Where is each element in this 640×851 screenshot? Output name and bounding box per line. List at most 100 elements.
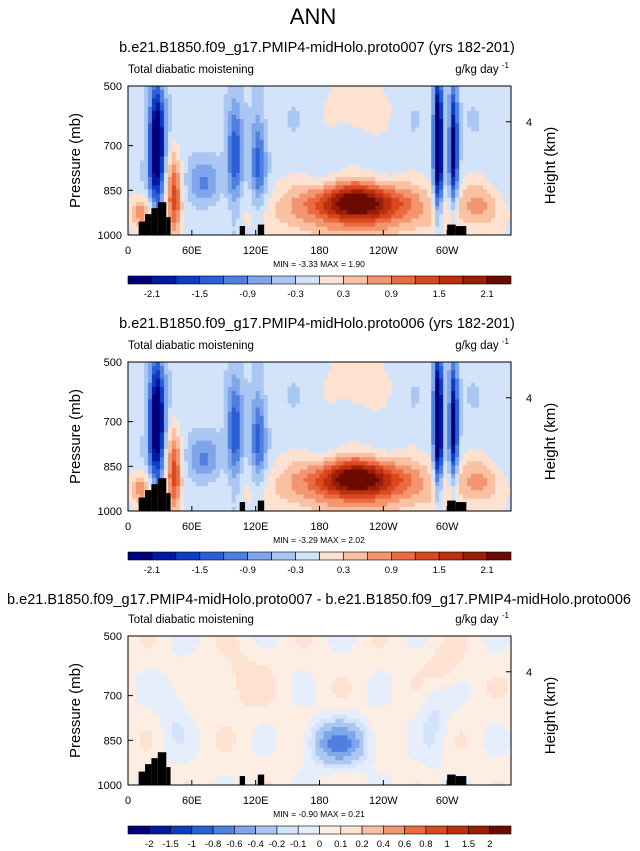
contour-cell xyxy=(375,139,380,145)
contour-cell xyxy=(131,382,137,388)
contour-cell xyxy=(315,90,321,95)
contour-cell xyxy=(483,201,488,207)
contour-cell xyxy=(131,123,137,128)
contour-cell xyxy=(211,366,217,371)
contour-cell xyxy=(295,382,301,388)
topography-block xyxy=(239,226,246,235)
contour-cell xyxy=(263,403,269,409)
contour-cell xyxy=(495,197,500,203)
contour-cell xyxy=(135,110,141,116)
contour-cell xyxy=(171,172,177,178)
contour-cell xyxy=(163,123,169,128)
contour-cell xyxy=(427,403,432,409)
contour-cell xyxy=(279,415,285,421)
contour-cell xyxy=(199,164,205,170)
contour-cell xyxy=(495,201,500,207)
contour-cell xyxy=(339,193,345,199)
contour-cell xyxy=(287,114,293,120)
contour-cell xyxy=(399,415,404,421)
contour-cell xyxy=(171,131,177,137)
contour-cell xyxy=(128,390,133,396)
contour-cell xyxy=(135,86,141,91)
contour-cell xyxy=(327,152,333,157)
contour-cell xyxy=(279,222,285,228)
contour-cell xyxy=(431,102,436,108)
contour-cell xyxy=(475,206,480,211)
contour-cell xyxy=(199,210,205,215)
contour-cell xyxy=(407,156,412,162)
contour-cell xyxy=(239,403,245,409)
contour-cell xyxy=(267,362,273,367)
contour-cell xyxy=(295,366,301,371)
contour-cell xyxy=(219,386,225,392)
contour-cell xyxy=(471,378,476,384)
contour-cell xyxy=(143,90,149,95)
contour-cell xyxy=(275,98,281,104)
contour-cell xyxy=(331,168,337,174)
contour-cell xyxy=(275,94,281,100)
contour-cell xyxy=(383,110,388,116)
contour-cell xyxy=(419,366,424,371)
contour-cell xyxy=(411,143,416,149)
contour-cell xyxy=(467,206,472,211)
contour-cell xyxy=(371,135,376,141)
contour-cell xyxy=(423,181,428,186)
contour-cell xyxy=(455,177,460,182)
contour-cell xyxy=(207,378,213,384)
contour-cell xyxy=(459,370,464,376)
contour-cell xyxy=(131,135,137,141)
contour-cell xyxy=(403,185,408,191)
contour-cell xyxy=(135,139,141,145)
contour-cell xyxy=(307,189,313,195)
contour-cell xyxy=(295,230,301,236)
contour-cell xyxy=(263,189,269,195)
contour-cell xyxy=(275,201,281,207)
contour-cell xyxy=(303,106,309,112)
contour-cell xyxy=(455,119,460,124)
contour-cell xyxy=(163,168,169,174)
contour-cell xyxy=(279,160,285,166)
contour-cell xyxy=(163,135,169,141)
contour-cell xyxy=(399,148,404,153)
contour-cell xyxy=(239,222,245,228)
contour-cell xyxy=(367,214,372,220)
contour-cell xyxy=(207,181,213,186)
contour-cell xyxy=(355,193,360,199)
contour-cell xyxy=(447,403,452,409)
contour-cell xyxy=(251,407,257,413)
contour-cell xyxy=(343,206,349,211)
contour-cell xyxy=(491,214,496,220)
contour-cell xyxy=(459,119,464,124)
contour-cell xyxy=(455,189,460,195)
contour-cell xyxy=(283,106,289,112)
contour-cell xyxy=(319,164,325,170)
contour-cell xyxy=(163,403,169,409)
contour-cell xyxy=(215,185,221,191)
contour-cell xyxy=(291,135,297,141)
contour-cell xyxy=(491,185,496,191)
contour-cell xyxy=(447,395,452,400)
contour-cell xyxy=(183,390,189,396)
contour-cell xyxy=(187,172,193,178)
contour-cell xyxy=(251,411,257,417)
contour-cell xyxy=(483,415,488,421)
contour-cell xyxy=(243,218,249,224)
contour-cell xyxy=(287,135,293,141)
contour-cell xyxy=(427,110,432,116)
contour-cell xyxy=(395,218,400,224)
contour-cell xyxy=(335,114,341,120)
contour-cell xyxy=(287,390,293,396)
contour-cell xyxy=(131,119,137,124)
contour-cell xyxy=(503,218,508,224)
contour-cell xyxy=(247,131,253,137)
contour-cell xyxy=(495,94,500,100)
contour-cell xyxy=(355,86,360,91)
contour-cell xyxy=(507,415,512,421)
contour-cell xyxy=(435,382,440,388)
contour-cell xyxy=(131,226,137,232)
contour-cell xyxy=(387,382,392,388)
contour-cell xyxy=(391,102,396,108)
contour-cell xyxy=(147,415,153,421)
contour-cell xyxy=(431,164,436,170)
contour-cell xyxy=(411,419,416,425)
